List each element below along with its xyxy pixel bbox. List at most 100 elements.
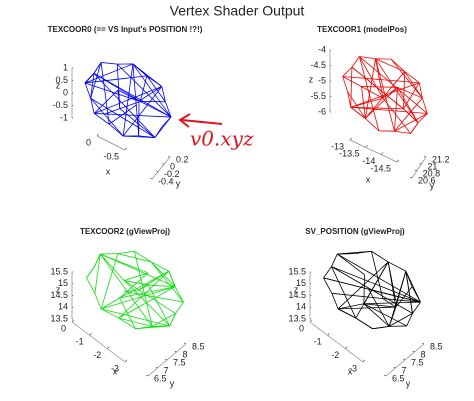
wireframe-edge <box>99 253 153 327</box>
wireframe-edge <box>119 272 149 299</box>
axis-line <box>71 321 126 363</box>
wireframe-edge <box>350 67 353 108</box>
wireframe-edge <box>368 289 421 303</box>
wireframe-edge <box>100 308 119 319</box>
wireframe-edge <box>350 106 404 110</box>
y-tick-label: 0.2 <box>176 154 189 164</box>
tick-mark <box>412 350 415 353</box>
wireframe-edge <box>169 313 176 327</box>
axis-line <box>96 135 126 151</box>
wireframe-edge <box>338 303 364 310</box>
wireframe-edge <box>331 266 421 303</box>
wireframe-edge <box>355 317 373 330</box>
tick-mark <box>107 346 110 349</box>
y-tick-label: 0 <box>170 162 175 172</box>
x-tick-label: -3 <box>111 363 119 373</box>
y-tick-label: 8 <box>421 349 426 359</box>
wireframe-edge <box>390 58 423 99</box>
wireframe-edge <box>123 135 155 138</box>
z-tick-label: 0.5 <box>55 75 68 85</box>
x-axis-label: x <box>106 166 111 176</box>
axis-line <box>151 156 171 180</box>
wireframe-edge <box>389 313 413 327</box>
wireframe-edge <box>86 277 96 294</box>
wireframe-edge <box>406 313 413 327</box>
tick-mark <box>124 359 128 363</box>
z-tick-label: -1 <box>60 112 68 122</box>
x-tick-label: -3 <box>349 363 357 373</box>
wireframe-edge <box>331 266 357 319</box>
wireframe-edge <box>165 101 172 118</box>
z-tick-label: 13.5 <box>50 313 68 323</box>
z-tick-label: 15.5 <box>288 266 306 276</box>
wireframe-edge <box>117 253 152 263</box>
x-tick-label: -14 <box>362 156 375 166</box>
annotation-arrow <box>178 113 223 128</box>
wireframe-edge <box>351 66 404 110</box>
tick-mark <box>184 342 187 345</box>
wireframe-edge <box>100 297 120 310</box>
x-axis-label: x <box>113 366 118 376</box>
tick-mark <box>410 176 413 179</box>
wireframe-edge <box>323 266 332 279</box>
wireframe-edge <box>138 86 163 102</box>
axis-line <box>411 156 427 179</box>
wireframe-edge <box>363 303 407 327</box>
wireframe-edge <box>123 280 170 327</box>
wireframe-edge <box>90 73 95 99</box>
wireframe-edge <box>359 56 384 99</box>
wireframe-edge <box>394 113 428 132</box>
annotation: v0.xyz <box>190 127 254 151</box>
y-tick-label: 7.5 <box>411 357 424 367</box>
axis-line <box>309 321 364 363</box>
wireframe-edge <box>397 87 419 123</box>
wireframe-edge <box>361 86 366 119</box>
wireframe-edge <box>123 280 176 314</box>
wireframe-edge <box>403 108 419 124</box>
x-tick-label: -13 <box>331 141 344 151</box>
z-tick-label: 14.5 <box>288 290 306 300</box>
wireframe-edge <box>101 308 170 327</box>
wireframe-edge <box>347 91 352 108</box>
wireframe-edge <box>350 97 384 108</box>
wireframe-edge <box>388 306 397 327</box>
wireframe-edge <box>119 297 136 329</box>
wireframe-edge <box>418 82 423 99</box>
wireframe-edge <box>397 86 423 99</box>
x-tick-label: -13.5 <box>339 149 360 159</box>
wireframe-edge <box>337 253 365 276</box>
tick-mark <box>396 159 400 163</box>
tick-mark <box>384 374 387 377</box>
wireframe-edge <box>382 87 398 99</box>
wireframe-edge <box>94 253 101 294</box>
wireframe-edge <box>417 113 428 124</box>
wireframe-edge <box>390 58 405 72</box>
y-tick-label: 7.5 <box>173 357 186 367</box>
wireframe-edge <box>405 271 413 314</box>
wireframe-edge <box>363 303 390 327</box>
wireframe-edge <box>86 266 95 279</box>
y-tick-label: 7 <box>402 365 407 375</box>
wireframe-edge <box>90 98 95 114</box>
wireframe-edge <box>355 261 389 319</box>
y-axis-label: y <box>430 180 435 190</box>
wireframe-edge <box>387 261 397 308</box>
tick-mark <box>422 342 425 345</box>
wireframe-edge <box>403 82 420 110</box>
z-axis-label: z <box>309 74 314 84</box>
wireframe-edge <box>395 286 413 308</box>
wireframe-edge <box>337 250 372 255</box>
wireframe-edge <box>337 308 356 319</box>
z-tick-label: 14.5 <box>50 290 68 300</box>
wireframe-edge <box>134 250 152 263</box>
wireframe-edge <box>342 76 349 93</box>
wireframe-edge <box>394 87 398 132</box>
x-tick-label: 0 <box>61 323 66 333</box>
y-tick-label: 6.5 <box>154 373 167 383</box>
wireframe-edge <box>150 261 184 303</box>
x-tick-label: -14.5 <box>370 163 391 173</box>
z-axis-label: z <box>56 284 61 294</box>
x-tick-label: -1 <box>76 337 84 347</box>
z-tick-label: 15 <box>58 278 68 288</box>
